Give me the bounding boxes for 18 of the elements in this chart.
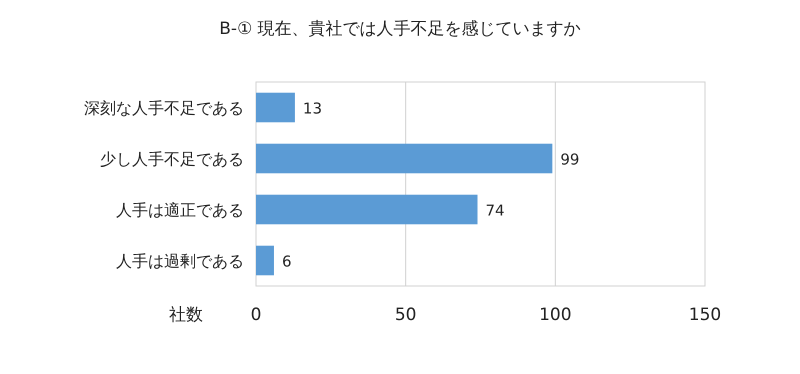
bar [256, 92, 295, 122]
data-label: 99 [560, 150, 580, 168]
bar [256, 194, 478, 224]
bar [256, 246, 274, 276]
y-tick-label: 人手は過剰である [116, 252, 244, 270]
x-axis-title: 社数 [169, 305, 203, 325]
data-label: 74 [486, 202, 505, 220]
y-tick-label: 深刻な人手不足である [84, 98, 244, 118]
y-tick-label: 人手は適正である [116, 200, 244, 220]
data-label: 6 [282, 252, 292, 270]
chart-title: B-① 現在、貴社では人手不足を感じていますか [219, 19, 581, 39]
x-tick-label: 100 [539, 305, 572, 325]
data-label: 13 [302, 100, 322, 118]
x-tick-label: 0 [250, 305, 262, 325]
bar [256, 144, 552, 174]
x-tick-label: 50 [394, 305, 416, 325]
y-tick-label: 少し人手不足である [100, 150, 244, 168]
x-tick-label: 150 [688, 305, 722, 325]
